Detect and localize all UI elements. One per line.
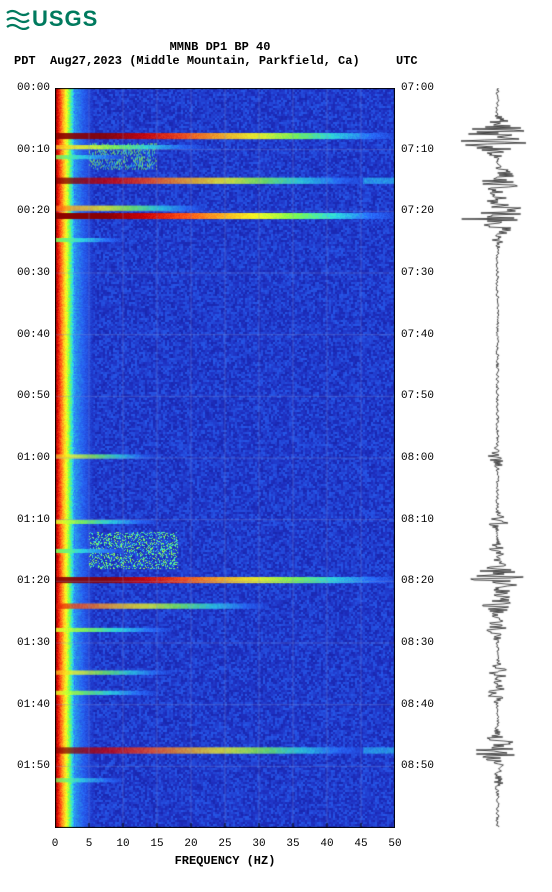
y-tick-right: 07:30 xyxy=(401,267,434,279)
x-tick: 15 xyxy=(147,838,167,850)
chart-title: MMNB DP1 BP 40 xyxy=(0,40,440,54)
x-tick: 0 xyxy=(45,838,65,850)
y-tick-right: 07:10 xyxy=(401,144,434,156)
waveform-canvas xyxy=(460,88,535,828)
y-tick-left: 01:40 xyxy=(8,699,50,711)
y-tick-right: 08:30 xyxy=(401,637,434,649)
y-tick-right: 08:50 xyxy=(401,760,434,772)
y-tick-left: 00:50 xyxy=(8,390,50,402)
y-tick-right: 08:00 xyxy=(401,452,434,464)
x-tick: 20 xyxy=(181,838,201,850)
y-tick-right: 07:00 xyxy=(401,82,434,94)
x-tick: 30 xyxy=(249,838,269,850)
y-tick-left: 00:30 xyxy=(8,267,50,279)
x-axis-title: FREQUENCY (HZ) xyxy=(55,854,395,868)
chart-subtitle: Aug27,2023 (Middle Mountain, Parkfield, … xyxy=(50,54,360,68)
y-tick-left: 01:10 xyxy=(8,514,50,526)
usgs-logo: USGS xyxy=(6,6,98,32)
y-tick-right: 08:20 xyxy=(401,575,434,587)
y-tick-left: 01:20 xyxy=(8,575,50,587)
logo-text: USGS xyxy=(32,6,98,32)
x-tick: 45 xyxy=(351,838,371,850)
x-tick: 5 xyxy=(79,838,99,850)
x-tick: 50 xyxy=(385,838,405,850)
y-tick-right: 07:20 xyxy=(401,205,434,217)
spectrogram-canvas xyxy=(55,88,395,828)
y-tick-left: 01:50 xyxy=(8,760,50,772)
y-tick-right: 08:40 xyxy=(401,699,434,711)
y-tick-right: 07:40 xyxy=(401,329,434,341)
y-tick-right: 07:50 xyxy=(401,390,434,402)
x-tick: 25 xyxy=(215,838,235,850)
x-tick: 35 xyxy=(283,838,303,850)
y-tick-left: 01:00 xyxy=(8,452,50,464)
y-tick-left: 00:20 xyxy=(8,205,50,217)
tz-left-label: PDT xyxy=(14,54,36,68)
tz-right-label: UTC xyxy=(396,54,418,68)
x-tick: 10 xyxy=(113,838,133,850)
y-tick-right: 08:10 xyxy=(401,514,434,526)
y-tick-left: 01:30 xyxy=(8,637,50,649)
wave-icon xyxy=(6,8,30,30)
x-tick: 40 xyxy=(317,838,337,850)
y-tick-left: 00:00 xyxy=(8,82,50,94)
y-tick-left: 00:40 xyxy=(8,329,50,341)
y-tick-left: 00:10 xyxy=(8,144,50,156)
